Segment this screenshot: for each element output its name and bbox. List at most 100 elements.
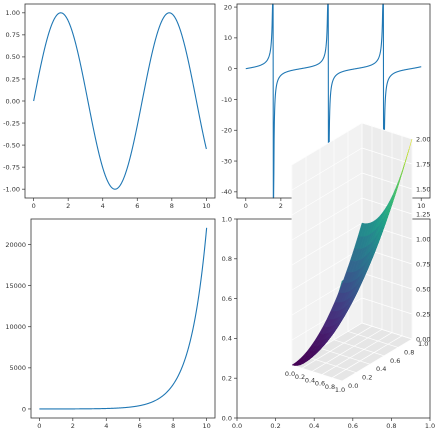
outer-y-tick-label: 0.2 (222, 375, 232, 383)
y-tick-label: -30 (221, 157, 232, 165)
grid-line (319, 347, 371, 365)
z3d-tick-label: 1.75 (416, 160, 430, 168)
outer-x-tick-label: 0.4 (309, 422, 319, 430)
exponential-plot: 0 2 4 6 8 10 0 5000 10000 15000 20000 (5, 218, 216, 430)
x3d-tick-label: 0.2 (295, 373, 305, 381)
y-tick-label: -1.00 (3, 185, 20, 193)
z3d-tick-label: 0.25 (416, 310, 430, 318)
y3d-tick-label: 0.2 (362, 374, 372, 382)
axes-frame (24, 3, 216, 199)
x3d-tick-label: 0.0 (285, 370, 295, 378)
y-tick-label: -40 (221, 188, 232, 196)
y3d-tick-label: 0.0 (348, 382, 358, 390)
outer-y-tick-label: 0.6 (222, 295, 232, 303)
grid-line (311, 329, 383, 372)
outer-y-tick-label: 0.4 (222, 335, 232, 343)
outer-y-tick-label: 0.8 (222, 255, 232, 263)
grid-line (361, 172, 413, 190)
y-tick-label: 10000 (5, 323, 26, 331)
y-tick-label: 15000 (5, 282, 26, 290)
y-tick-label: 0.75 (6, 31, 20, 39)
outer-x-tick-label: 1.0 (425, 422, 435, 430)
x3d-tick-label: 0.6 (315, 380, 325, 388)
x-tick-label: 4 (101, 202, 105, 210)
outer-x-tick-label: 0.2 (270, 422, 280, 430)
outer-x-tick-label: 0.8 (386, 422, 396, 430)
grid-line (333, 339, 385, 357)
x3d-tick-label: 0.4 (305, 376, 315, 384)
x-tick-label: 0 (244, 202, 248, 210)
y3d-tick-label: 1.0 (418, 340, 428, 348)
x-tick-label: 2 (279, 202, 283, 210)
grid-line (321, 332, 393, 375)
y-tick-label: -20 (221, 127, 232, 135)
y-tick-label: 0.00 (6, 97, 20, 105)
z3d-tick-label: 1.50 (416, 185, 430, 193)
line-series (245, 3, 422, 199)
grid-line (361, 297, 413, 315)
grid-line (361, 147, 413, 165)
grid-line (361, 322, 413, 340)
grid-line (291, 247, 363, 291)
y-tick-label: 0 (228, 65, 232, 73)
y-tick-label: 1.00 (6, 9, 20, 17)
x3d-tick-label: 1.0 (335, 386, 345, 394)
surface-3d-plot: 0.0 0.2 0.4 0.6 0.8 1.00.00.20.40.60.81.00.0 0… (222, 122, 435, 430)
z3d-tick-label: 1.00 (416, 235, 430, 243)
x-tick-label: 10 (202, 202, 210, 210)
grid-line (331, 335, 403, 379)
grid-line (291, 147, 363, 191)
y-tick-label: 10 (224, 34, 232, 42)
grid-line (291, 122, 363, 166)
y3d-tick-label: 0.8 (404, 348, 414, 356)
outer-y-tick-label: 0.0 (222, 414, 232, 422)
y-tick-label: -0.25 (3, 119, 20, 127)
x-tick-label: 6 (135, 202, 139, 210)
outer-x-tick-label: 0.0 (232, 422, 242, 430)
surface-patch (291, 362, 300, 366)
grid-line (341, 338, 413, 382)
z3d-tick-label: 2.00 (416, 135, 430, 143)
y3d-tick-label: 0.6 (390, 357, 400, 365)
y-tick-label: 5000 (9, 364, 26, 372)
x-tick-label: 2 (66, 202, 70, 210)
y-tick-label: 0 (22, 405, 26, 413)
axes-frame (30, 218, 216, 419)
line-series (33, 12, 207, 190)
y-tick-label: -0.75 (3, 163, 20, 171)
x-tick-label: 6 (138, 422, 142, 430)
z3d-tick-label: 0.75 (416, 260, 430, 268)
line-series (39, 227, 208, 410)
grid-line (347, 331, 399, 348)
sine-plot: 0 2 4 6 8 10 -1.00 -0.75 -0.50 -0.25 0.00 0.25 0.50 0… (3, 3, 216, 210)
x-tick-label: 10 (202, 422, 210, 430)
x-tick-label: 8 (171, 422, 175, 430)
grid-line (361, 122, 413, 140)
x-tick-label: 10 (417, 202, 425, 210)
y-tick-label: 0.25 (6, 75, 20, 83)
x-tick-label: 8 (170, 202, 174, 210)
x-tick-label: 0 (37, 422, 41, 430)
grid-line (361, 272, 413, 290)
z3d-tick-label: 0.00 (416, 335, 430, 343)
y-tick-label: -0.50 (3, 141, 20, 149)
z3d-tick-label: 0.50 (416, 285, 430, 293)
grid-line (291, 222, 363, 266)
grid-line (301, 325, 373, 369)
y-tick-label: 0.50 (6, 53, 20, 61)
y-tick-label: 20 (224, 3, 232, 11)
x3d-tick-label: 0.8 (325, 383, 335, 391)
outer-x-tick-label: 0.6 (348, 422, 358, 430)
x-tick-label: 4 (104, 422, 108, 430)
surface (291, 138, 413, 366)
z3d-tick-label: 1.25 (416, 210, 430, 218)
y3d-tick-label: 0.4 (376, 365, 386, 373)
outer-y-tick-label: 1.0 (222, 215, 232, 223)
grid-line (291, 172, 363, 216)
y-tick-label: -10 (221, 96, 232, 104)
grid-line (305, 356, 357, 373)
x-tick-label: 0 (32, 202, 36, 210)
grid-line (291, 364, 343, 382)
grid-line (291, 197, 363, 241)
